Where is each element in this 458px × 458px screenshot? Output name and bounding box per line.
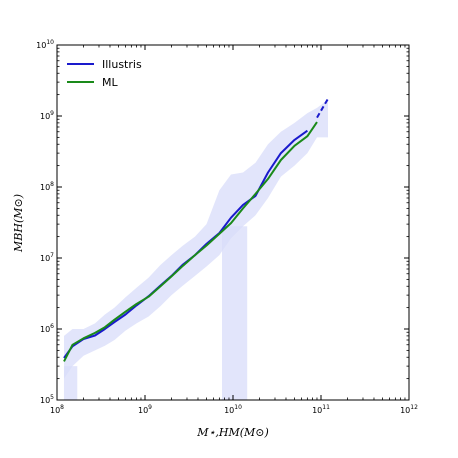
series-lines: [63, 98, 329, 362]
x-tick-label: 1010: [224, 404, 242, 415]
x-axis-label: M⋆,HM(M⊙): [196, 426, 269, 439]
y-tick-label: 108: [40, 181, 54, 192]
scatter-band-spike: [222, 226, 248, 400]
series-line-2: [63, 121, 318, 362]
x-tick-label: 109: [138, 404, 152, 415]
x-tick-label: 1011: [312, 404, 330, 415]
y-tick-label: 105: [40, 394, 54, 405]
y-tick-label: 106: [40, 323, 54, 334]
y-tick-label: 1010: [36, 39, 54, 50]
scatter-band-area: [64, 99, 328, 379]
legend-label: ML: [102, 76, 118, 89]
y-axis-label: MBH(M⊙): [12, 194, 25, 253]
y-tick-label: 109: [40, 110, 54, 121]
series-line-1: [316, 98, 329, 119]
x-tick-label: 108: [50, 404, 64, 415]
x-tick-label: 1012: [400, 404, 418, 415]
legend: Illustris ML: [67, 58, 142, 89]
legend-label: Illustris: [102, 58, 142, 71]
scatter-band-spike: [63, 366, 78, 400]
y-tick-label: 107: [40, 252, 54, 263]
axis-ticks: 108 109 1010 1011 1012 105 106 107 108 109 1010: [36, 39, 418, 415]
